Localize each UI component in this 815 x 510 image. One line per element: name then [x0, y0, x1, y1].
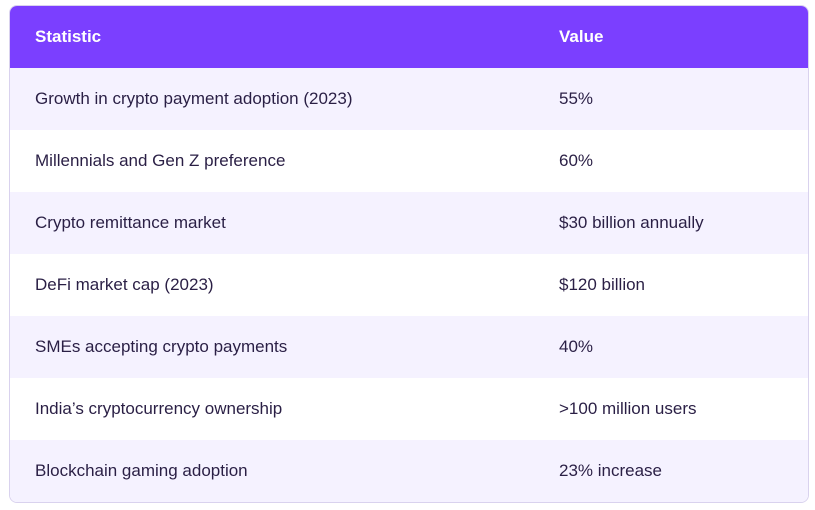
table-row: Crypto remittance market $30 billion ann… [10, 192, 808, 254]
table-row: DeFi market cap (2023) $120 billion [10, 254, 808, 316]
table-row: SMEs accepting crypto payments 40% [10, 316, 808, 378]
statistic-cell: Millennials and Gen Z preference [35, 151, 286, 170]
header-statistic: Statistic [35, 27, 102, 46]
statistic-cell: DeFi market cap (2023) [35, 275, 214, 294]
table-row: Millennials and Gen Z preference 60% [10, 130, 808, 192]
value-cell: 60% [559, 151, 594, 170]
table-header: Statistic Value [10, 6, 808, 68]
statistics-table-container: Statistic Value Growth in crypto payment… [9, 5, 809, 503]
value-cell: 40% [559, 337, 594, 356]
header-value: Value [559, 27, 604, 46]
statistic-cell: SMEs accepting crypto payments [35, 337, 288, 356]
table-row: Blockchain gaming adoption 23% increase [10, 440, 808, 502]
statistic-cell: Growth in crypto payment adoption (2023) [35, 89, 353, 108]
table-body: Growth in crypto payment adoption (2023)… [10, 68, 808, 502]
statistics-table: Statistic Value Growth in crypto payment… [10, 6, 808, 502]
value-cell: $120 billion [559, 275, 646, 294]
table-row: India’s cryptocurrency ownership >100 mi… [10, 378, 808, 440]
table-row: Growth in crypto payment adoption (2023)… [10, 68, 808, 130]
value-cell: 23% increase [559, 461, 663, 480]
value-cell: 55% [559, 89, 594, 108]
value-cell: $30 billion annually [559, 213, 704, 232]
statistic-cell: India’s cryptocurrency ownership [35, 399, 283, 418]
header-row: Statistic Value [10, 6, 808, 68]
value-cell: >100 million users [559, 399, 697, 418]
statistic-cell: Blockchain gaming adoption [35, 461, 248, 480]
statistic-cell: Crypto remittance market [35, 213, 226, 232]
